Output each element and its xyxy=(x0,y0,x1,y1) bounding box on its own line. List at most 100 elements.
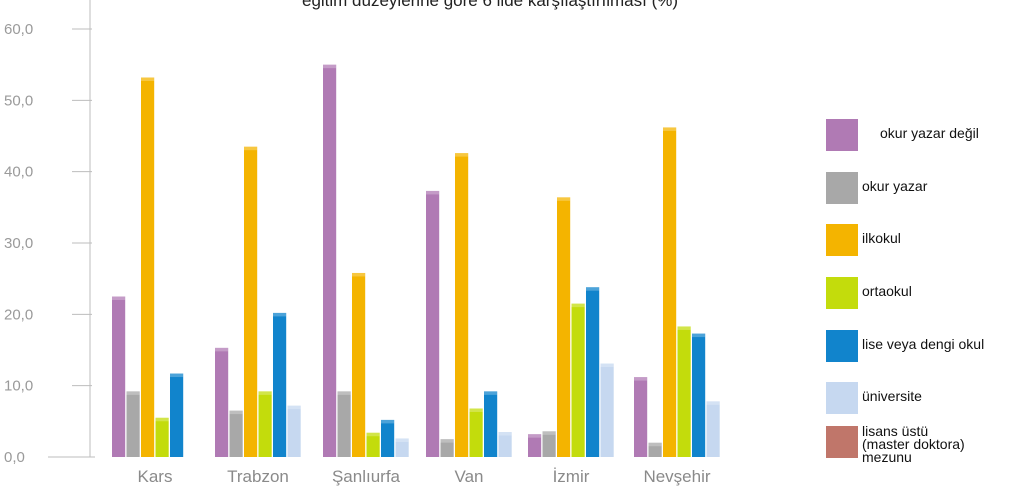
bar-cap xyxy=(557,197,571,201)
legend-label: ortaokul xyxy=(862,283,912,299)
x-tick-label: Nevşehir xyxy=(643,467,710,486)
legend-swatch xyxy=(826,224,858,256)
bars xyxy=(112,64,720,458)
x-tick-label: Şanlıurfa xyxy=(332,467,401,486)
bar-cap xyxy=(381,419,395,424)
bar-i̇zmir-3 xyxy=(571,303,585,457)
bar-i̇zmir-0 xyxy=(528,434,542,457)
y-tick-label: 10,0 xyxy=(4,378,33,395)
bar-cap xyxy=(273,312,287,317)
legend-swatch xyxy=(826,382,858,414)
legend-label: ilkokul xyxy=(862,230,901,246)
y-tick-label: 30,0 xyxy=(4,235,33,252)
chart-title: eğitim düzeylerine göre 6 ilde karşılaşt… xyxy=(302,0,678,10)
bar-cap xyxy=(542,431,556,435)
bar-cap xyxy=(155,417,169,422)
bar-cap xyxy=(692,333,706,338)
bar-i̇zmir-5 xyxy=(600,363,614,457)
x-tick-label: Trabzon xyxy=(227,467,289,486)
y-axis: 0,0 10,0 20,0 30,0 40,0 50,0 60,0 xyxy=(4,0,95,466)
bar-cap xyxy=(229,410,243,415)
bar-cap xyxy=(215,347,229,352)
bar-cap xyxy=(366,432,380,437)
bar-van-3 xyxy=(469,408,483,457)
bar-trabzon-1 xyxy=(229,410,243,457)
bar-i̇zmir-4 xyxy=(586,287,600,457)
bar-kars-2 xyxy=(141,77,155,458)
legend-label: okur yazar değil xyxy=(880,125,979,141)
bar-cap xyxy=(498,432,512,436)
bar-van-2 xyxy=(455,153,469,457)
bar-cap xyxy=(484,391,498,395)
legend-label: okur yazar xyxy=(862,178,928,194)
legend-swatch xyxy=(826,277,858,309)
x-axis: Kars Trabzon Şanlıurfa Van İzmir Nevşehir xyxy=(138,467,711,486)
bar-nevşehir-5 xyxy=(706,401,720,457)
bar-cap xyxy=(663,127,677,131)
legend-label: üniversite xyxy=(862,388,922,404)
y-tick-label: 50,0 xyxy=(4,92,33,109)
y-tick-label: 20,0 xyxy=(4,306,33,323)
bar-nevşehir-1 xyxy=(648,442,662,457)
bar-cap xyxy=(440,439,454,443)
legend-swatch xyxy=(826,330,858,362)
bar-cap xyxy=(323,64,337,69)
bar-nevşehir-3 xyxy=(677,326,691,457)
bar-cap xyxy=(528,434,542,438)
bar-cap xyxy=(634,377,648,381)
bar-cap xyxy=(706,401,720,405)
legend-swatch xyxy=(826,426,858,458)
bar-kars-1 xyxy=(126,391,140,457)
bar-cap xyxy=(287,405,301,410)
bar-şanlıurfa-4 xyxy=(381,419,395,457)
bar-nevşehir-4 xyxy=(692,333,706,457)
bar-cap xyxy=(170,373,184,378)
legend-label: lisans üstü (master doktora) mezunu xyxy=(862,423,965,465)
bar-van-5 xyxy=(498,432,512,457)
legend-swatch xyxy=(826,119,858,151)
bar-cap xyxy=(337,391,351,395)
bar-şanlıurfa-2 xyxy=(352,272,366,457)
bar-cap xyxy=(141,77,155,82)
bar-kars-3 xyxy=(155,417,169,457)
bar-cap xyxy=(571,303,585,308)
bar-cap xyxy=(586,287,600,291)
bar-trabzon-5 xyxy=(287,405,301,457)
bar-kars-0 xyxy=(112,296,126,457)
bar-şanlıurfa-3 xyxy=(366,432,380,457)
x-tick-label: Kars xyxy=(138,467,173,486)
bar-cap xyxy=(469,408,483,412)
x-tick-label: İzmir xyxy=(553,467,590,486)
bar-trabzon-2 xyxy=(244,146,258,457)
bar-şanlıurfa-1 xyxy=(337,391,351,457)
bar-trabzon-0 xyxy=(215,347,229,457)
bar-trabzon-3 xyxy=(258,391,272,457)
bar-nevşehir-0 xyxy=(634,377,648,457)
x-tick-label: Van xyxy=(455,467,484,486)
bar-van-0 xyxy=(426,190,440,457)
bar-i̇zmir-2 xyxy=(557,197,571,457)
bar-nevşehir-2 xyxy=(663,127,677,457)
bar-trabzon-4 xyxy=(273,312,287,457)
legend: okur yazar değil okur yazar ilkokul ortaoku… xyxy=(826,119,984,465)
bar-van-1 xyxy=(440,439,454,457)
bar-van-4 xyxy=(484,391,498,457)
bar-cap xyxy=(677,326,691,330)
bar-şanlıurfa-0 xyxy=(323,64,337,458)
bar-cap xyxy=(244,146,258,151)
bar-cap xyxy=(395,438,409,442)
bar-cap xyxy=(600,363,614,368)
bar-cap xyxy=(352,272,366,277)
legend-swatch xyxy=(826,172,858,204)
bar-i̇zmir-1 xyxy=(542,431,556,457)
bar-cap xyxy=(258,391,272,395)
bar-cap xyxy=(126,391,140,395)
y-tick-label: 40,0 xyxy=(4,164,33,181)
bar-şanlıurfa-5 xyxy=(395,438,409,457)
bar-cap xyxy=(648,442,662,447)
y-tick-label: 0,0 xyxy=(4,449,25,466)
bar-cap xyxy=(455,153,469,157)
y-tick-label: 60,0 xyxy=(4,21,33,38)
bar-cap xyxy=(426,190,440,195)
